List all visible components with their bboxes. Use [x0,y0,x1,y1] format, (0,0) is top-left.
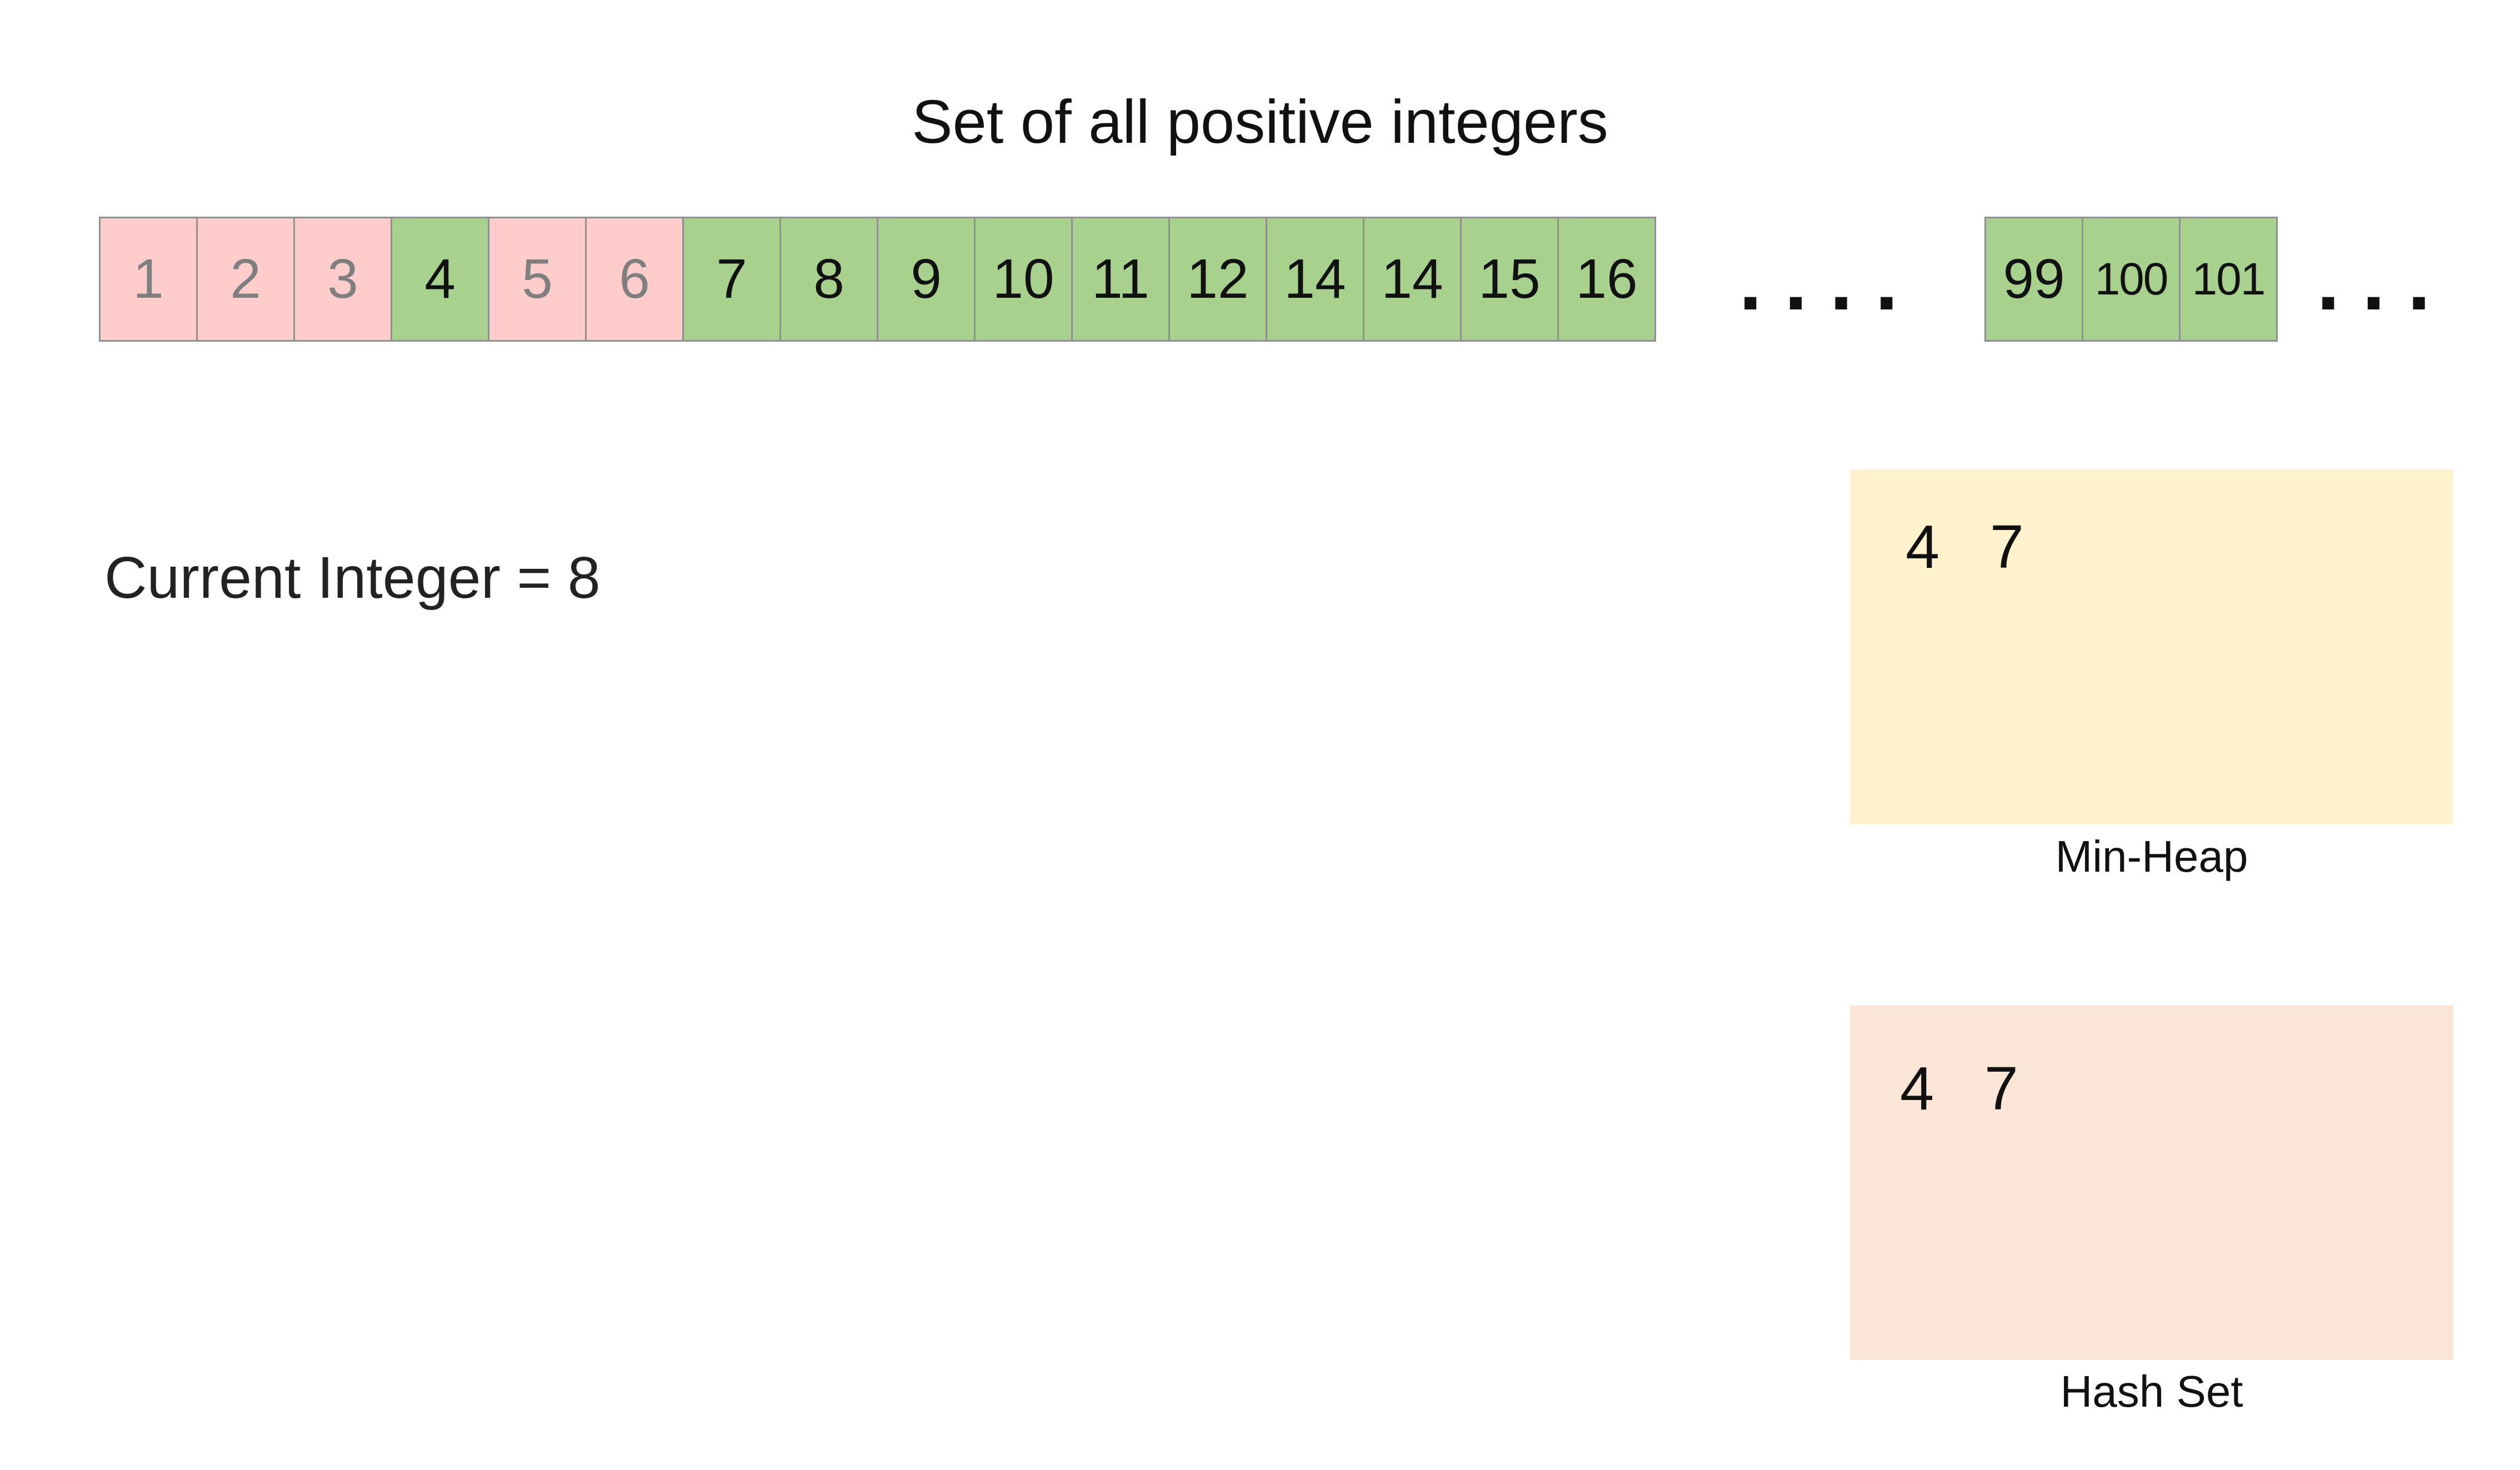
integer-cell-16: 16 [1557,217,1656,342]
min-heap-label: Min-Heap [2055,832,2248,881]
hash-set-values: 4 7 [1900,1054,2018,1123]
integer-cell-9: 9 [877,217,976,342]
integer-cell-14: 14 [1266,217,1364,342]
integer-cell-8: 8 [779,217,878,342]
integer-cell-99: 99 [1984,217,2083,342]
integer-cell-3: 3 [293,217,392,342]
diagram-title: Set of all positive integers [912,88,1608,156]
integer-cell-11: 11 [1071,217,1170,342]
integer-cell-1: 1 [99,217,198,342]
hash-set-label: Hash Set [2060,1367,2243,1416]
integer-cell-6: 6 [585,217,684,342]
integer-cell-10: 10 [974,217,1073,342]
integer-cell-7: 7 [682,217,781,342]
min-heap-values: 4 7 [1906,513,2024,581]
integer-cell-100: 100 [2082,217,2181,342]
min-heap-box: 4 7 [1850,469,2453,824]
integer-cell-5: 5 [488,217,587,342]
integer-cell-15: 15 [1460,217,1559,342]
integer-cell-12: 12 [1168,217,1267,342]
hash-set-box: 4 7 [1850,1006,2453,1360]
integer-strip-tail: 99 100 101 [1984,217,2278,342]
integer-cell-101: 101 [2179,217,2278,342]
integer-cell-4: 4 [391,217,489,342]
integer-cell-2: 2 [196,217,295,342]
integer-cell-14: 14 [1363,217,1462,342]
ellipsis-end: ... [2317,234,2453,327]
integer-strip-main: 1 2 3 4 5 6 7 8 9 10 11 12 14 14 15 16 [99,217,1656,342]
current-integer-label: Current Integer = 8 [104,545,601,611]
ellipsis-gap: .... [1739,234,1921,327]
